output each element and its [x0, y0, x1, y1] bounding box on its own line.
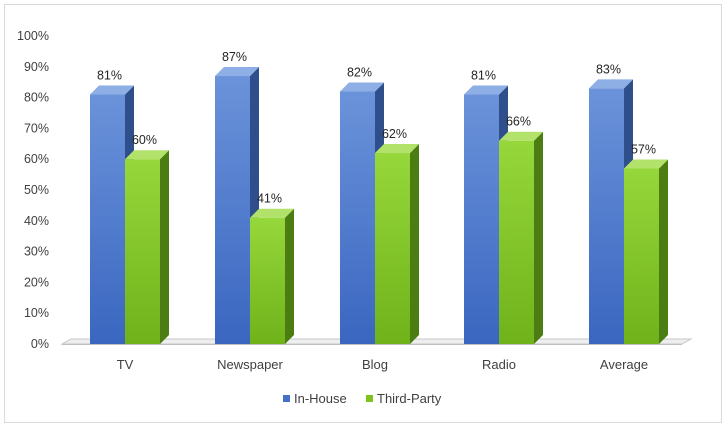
bar-top: [375, 144, 419, 154]
bar-side: [410, 144, 419, 344]
category-label: TV: [117, 357, 134, 372]
bar-front: [90, 94, 125, 345]
data-label: 83%: [596, 62, 621, 76]
bar-top: [125, 150, 169, 160]
bar-tv-in-house: [90, 85, 134, 345]
bar-front: [375, 153, 410, 344]
bar-top: [340, 82, 384, 92]
bar-tv-third-party: [125, 150, 169, 344]
bar-side: [160, 150, 169, 344]
data-label: 41%: [257, 192, 282, 206]
bar-side: [659, 159, 668, 344]
data-label: 81%: [97, 69, 122, 83]
data-label: 81%: [471, 69, 496, 83]
y-tick-label: 90%: [24, 60, 49, 74]
bar-side: [534, 131, 543, 344]
y-tick-label: 0%: [31, 337, 49, 351]
bar-front: [125, 159, 160, 344]
legend-swatch: [283, 395, 290, 402]
legend-item: Third-Party: [366, 391, 442, 406]
y-tick-label: 50%: [24, 183, 49, 197]
y-tick-label: 60%: [24, 152, 49, 166]
bar-blog-third-party: [375, 144, 419, 344]
y-tick-label: 40%: [24, 214, 49, 228]
bar-average-third-party: [624, 159, 668, 344]
bar-side: [285, 208, 294, 344]
category-label: Blog: [362, 357, 388, 372]
data-label: 66%: [506, 115, 531, 129]
data-labels: 81% 60% 87% 41% 82% 62% 81% 66% 83% 57%: [97, 50, 656, 206]
bar-front: [340, 91, 375, 344]
y-tick-label: 10%: [24, 306, 49, 320]
data-label: 57%: [631, 142, 656, 156]
bar-radio-third-party: [499, 131, 543, 344]
bar-top: [464, 85, 508, 95]
bar-front: [589, 88, 624, 344]
legend-label: Third-Party: [377, 391, 442, 406]
bars: [90, 67, 668, 345]
data-label: 62%: [382, 127, 407, 141]
x-axis: TV Newspaper Blog Radio Average: [117, 357, 648, 372]
bar-front: [624, 168, 659, 344]
y-tick-label: 70%: [24, 121, 49, 135]
bar-front: [464, 94, 499, 345]
legend-label: In-House: [294, 391, 347, 406]
bar-top: [90, 85, 134, 95]
legend-item: In-House: [283, 391, 347, 406]
y-axis: 0% 10% 20% 30% 40% 50% 60% 70% 80% 90% 100%: [17, 29, 49, 351]
y-tick-label: 30%: [24, 245, 49, 259]
category-label: Radio: [482, 357, 516, 372]
category-label: Average: [600, 357, 648, 372]
bar-top: [589, 79, 633, 89]
bar-top: [624, 159, 668, 169]
y-tick-label: 100%: [17, 29, 49, 43]
data-label: 87%: [222, 50, 247, 64]
bar-front: [499, 140, 534, 344]
legend-swatch: [366, 395, 373, 402]
bar-newspaper-third-party: [250, 208, 294, 344]
category-label: Newspaper: [217, 357, 283, 372]
bar-front: [215, 76, 250, 344]
bar-top: [215, 67, 259, 77]
y-tick-label: 20%: [24, 275, 49, 289]
bar-top: [499, 131, 543, 141]
data-label: 82%: [347, 65, 372, 79]
y-tick-label: 80%: [24, 91, 49, 105]
bar-front: [250, 217, 285, 344]
data-label: 60%: [132, 133, 157, 147]
legend: In-House Third-Party: [283, 391, 442, 406]
bar-top: [250, 208, 294, 218]
